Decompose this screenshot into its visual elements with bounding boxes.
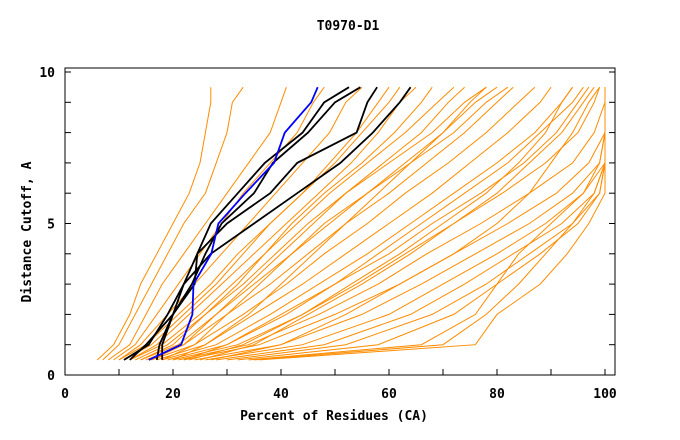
- axis-ticks: [64, 71, 615, 376]
- series-line-other: [97, 87, 212, 361]
- plot-frame: [64, 67, 616, 376]
- series-line-other: [172, 87, 601, 361]
- series-line-other: [161, 86, 509, 361]
- x-axis-label: Percent of Residues (CA): [240, 409, 428, 424]
- series-line-other: [210, 86, 601, 361]
- series-line-other: [156, 86, 552, 361]
- x-tick-label: 20: [165, 387, 181, 402]
- series-line-other: [259, 87, 606, 361]
- series-line-other: [178, 87, 606, 361]
- x-tick-label: 100: [593, 387, 617, 402]
- series-line-reference: [129, 86, 412, 361]
- y-tick-label: 10: [39, 66, 55, 81]
- x-tick-label: 80: [489, 387, 505, 402]
- y-tick-label: 0: [47, 369, 55, 384]
- series-line-other: [129, 86, 433, 361]
- x-tick-label: 60: [381, 387, 397, 402]
- series-line-other: [199, 86, 595, 361]
- series-line-reference: [123, 86, 350, 361]
- x-tick-label: 0: [61, 387, 69, 402]
- series-line-other: [102, 86, 244, 361]
- plot-lines: [97, 86, 606, 361]
- series-line-other: [189, 86, 574, 361]
- x-tick-label: 40: [273, 387, 289, 402]
- series-line-other: [248, 87, 606, 361]
- series-line-other: [194, 87, 606, 361]
- series-line-other: [162, 86, 574, 361]
- x-tick-labels: 0 20 40 60 80 100: [61, 387, 617, 402]
- chart-title: T0970-D1: [317, 19, 380, 34]
- y-tick-labels: 0 5 10: [39, 66, 55, 384]
- series-line-other: [118, 86, 363, 361]
- y-axis-label: Distance Cutoff, A: [20, 161, 35, 302]
- series-line-other: [134, 86, 465, 361]
- series-line-other: [151, 86, 536, 361]
- series-line-other: [129, 86, 417, 361]
- series-line-other: [107, 87, 287, 361]
- series-line-other: [167, 86, 590, 361]
- series-line-other: [172, 86, 498, 361]
- series-line-other: [183, 86, 584, 361]
- y-tick-label: 5: [47, 218, 55, 233]
- series-line-reference: [161, 86, 378, 360]
- series-line-highlight: [148, 86, 319, 361]
- series-line-other: [140, 86, 455, 361]
- series-line-other: [140, 86, 487, 361]
- series-line-other: [151, 86, 487, 361]
